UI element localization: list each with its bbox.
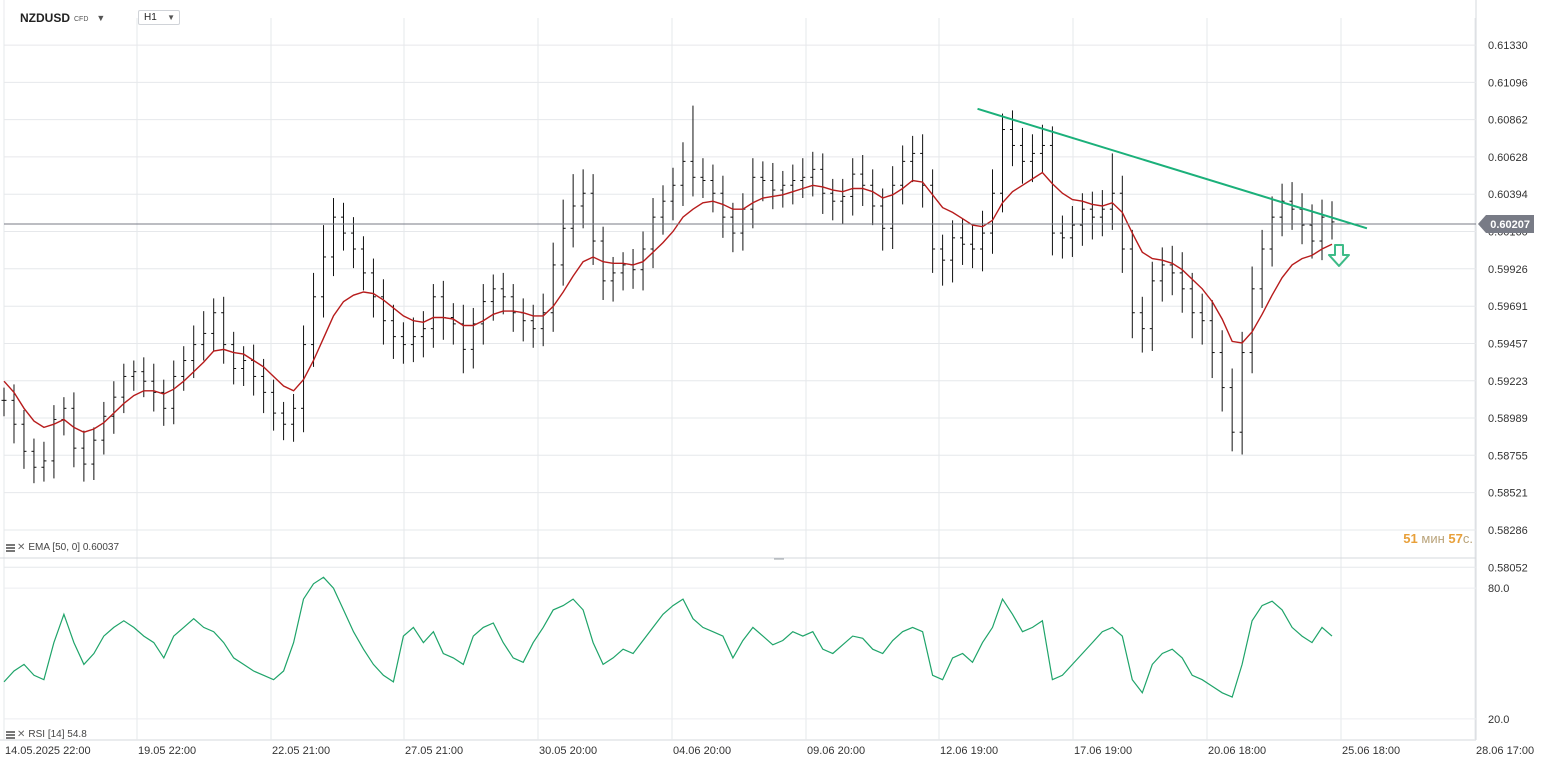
- price-tick-label: 0.60862: [1488, 115, 1528, 127]
- price-tick-label: 0.61330: [1488, 40, 1528, 52]
- indicator-settings-icon[interactable]: [6, 730, 15, 739]
- time-axis: 14.05.2025 22:00 19.05 22:00 22.05 21:00 27…: [5, 745, 1534, 757]
- countdown-minutes-unit: мин: [1421, 531, 1445, 546]
- price-tick-label: 0.58286: [1488, 525, 1528, 537]
- candle-countdown: 51 мин 57с.: [1403, 531, 1473, 546]
- time-tick-label: 28.06 17:00: [1476, 745, 1534, 757]
- time-tick-label: 14.05.2025 22:00: [5, 745, 91, 757]
- rsi-line: [3, 576, 1333, 698]
- timeframe-value: H1: [144, 12, 157, 23]
- down-arrow-icon: [1327, 243, 1350, 267]
- rsi-reference-lines: 80.0 20.0: [0, 557, 1509, 726]
- price-tick-label: 0.58521: [1488, 488, 1528, 500]
- price-tick-label: 0.59926: [1488, 264, 1528, 276]
- time-tick-label: 17.06 19:00: [1074, 745, 1132, 757]
- timeframe-select[interactable]: H1 ▼: [138, 10, 180, 25]
- price-tick-label: 0.58052: [1488, 562, 1528, 574]
- rsi-tick-label: 20.0: [1488, 714, 1509, 726]
- symbol-type: CFD: [74, 16, 89, 23]
- time-tick-label: 22.05 21:00: [272, 745, 330, 757]
- time-tick-label: 27.05 21:00: [405, 745, 463, 757]
- ema-line: [3, 171, 1333, 433]
- close-icon[interactable]: ✕: [17, 729, 26, 740]
- price-axis: 0.613300.610960.608620.606280.603940.601…: [1488, 40, 1528, 574]
- close-icon[interactable]: ✕: [17, 542, 26, 553]
- time-tick-label: 19.05 22:00: [138, 745, 196, 757]
- time-tick-label: 25.06 18:00: [1342, 745, 1400, 757]
- countdown-seconds-unit: с.: [1462, 531, 1473, 546]
- time-tick-label: 04.06 20:00: [673, 745, 731, 757]
- trendline[interactable]: [977, 107, 1368, 230]
- price-tick-label: 0.59223: [1488, 376, 1528, 388]
- symbol-header: NZDUSD CFD ▼: [0, 8, 105, 28]
- time-tick-label: 30.05 20:00: [539, 745, 597, 757]
- price-tick-label: 0.61096: [1488, 77, 1528, 89]
- price-tick-label: 0.60628: [1488, 152, 1528, 164]
- countdown-seconds: 57: [1448, 531, 1463, 546]
- indicator-settings-icon[interactable]: [6, 543, 15, 552]
- candlestick-series: [1, 105, 1335, 484]
- symbol-dropdown-icon[interactable]: ▼: [96, 13, 106, 23]
- price-tick-label: 0.59691: [1488, 301, 1528, 313]
- rsi-label-text: RSI [14] 54.8: [28, 729, 87, 740]
- price-tick-label: 0.59457: [1488, 338, 1528, 350]
- current-price-tag: 0.60207: [1478, 214, 1534, 233]
- current-price-label: 0.60207: [1490, 219, 1530, 231]
- rsi-tick-label: 80.0: [1488, 583, 1509, 595]
- time-tick-label: 09.06 20:00: [807, 745, 865, 757]
- chevron-down-icon: ▼: [167, 13, 175, 22]
- price-tick-label: 0.58755: [1488, 450, 1528, 462]
- symbol-name[interactable]: NZDUSD: [20, 11, 70, 25]
- time-tick-label: 20.06 18:00: [1208, 745, 1266, 757]
- down-arrow-shape: [1327, 243, 1350, 267]
- price-tick-label: 0.58989: [1488, 413, 1528, 425]
- countdown-minutes: 51: [1403, 531, 1418, 546]
- time-tick-label: 12.06 19:00: [940, 745, 998, 757]
- ema-indicator-label: ✕ EMA [50, 0] 0.60037: [6, 542, 119, 553]
- ema-label-text: EMA [50, 0] 0.60037: [28, 542, 120, 553]
- rsi-indicator-label: ✕ RSI [14] 54.8: [6, 729, 87, 740]
- grid: [0, 0, 1477, 741]
- price-tick-label: 0.60394: [1488, 189, 1528, 201]
